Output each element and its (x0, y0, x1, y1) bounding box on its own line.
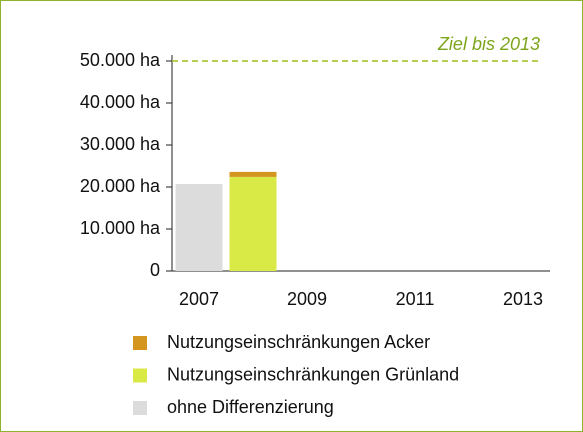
y-tick-label: 10.000 ha (80, 218, 161, 238)
legend-swatch (133, 336, 147, 350)
y-tick-label: 40.000 ha (80, 92, 161, 112)
bar-segment (229, 171, 277, 177)
legend-swatch (133, 368, 147, 383)
y-tick-label: 20.000 ha (80, 176, 161, 196)
x-tick-label: 2013 (503, 289, 543, 309)
legend-label: ohne Differenzierung (167, 397, 334, 417)
y-tick-label: 0 (150, 260, 160, 280)
bar-segment (175, 184, 223, 271)
y-tick-label: 50.000 ha (80, 50, 161, 70)
x-tick-label: 2009 (287, 289, 327, 309)
x-tick-label: 2007 (179, 289, 219, 309)
y-tick-label: 30.000 ha (80, 134, 161, 154)
legend-label: Nutzungseinschränkungen Grünland (167, 364, 459, 384)
target-label: Ziel bis 2013 (437, 34, 540, 54)
x-tick-label: 2011 (396, 289, 435, 309)
legend-swatch (133, 401, 147, 415)
legend-label: Nutzungseinschränkungen Acker (167, 332, 430, 352)
bar-segment (229, 176, 277, 271)
